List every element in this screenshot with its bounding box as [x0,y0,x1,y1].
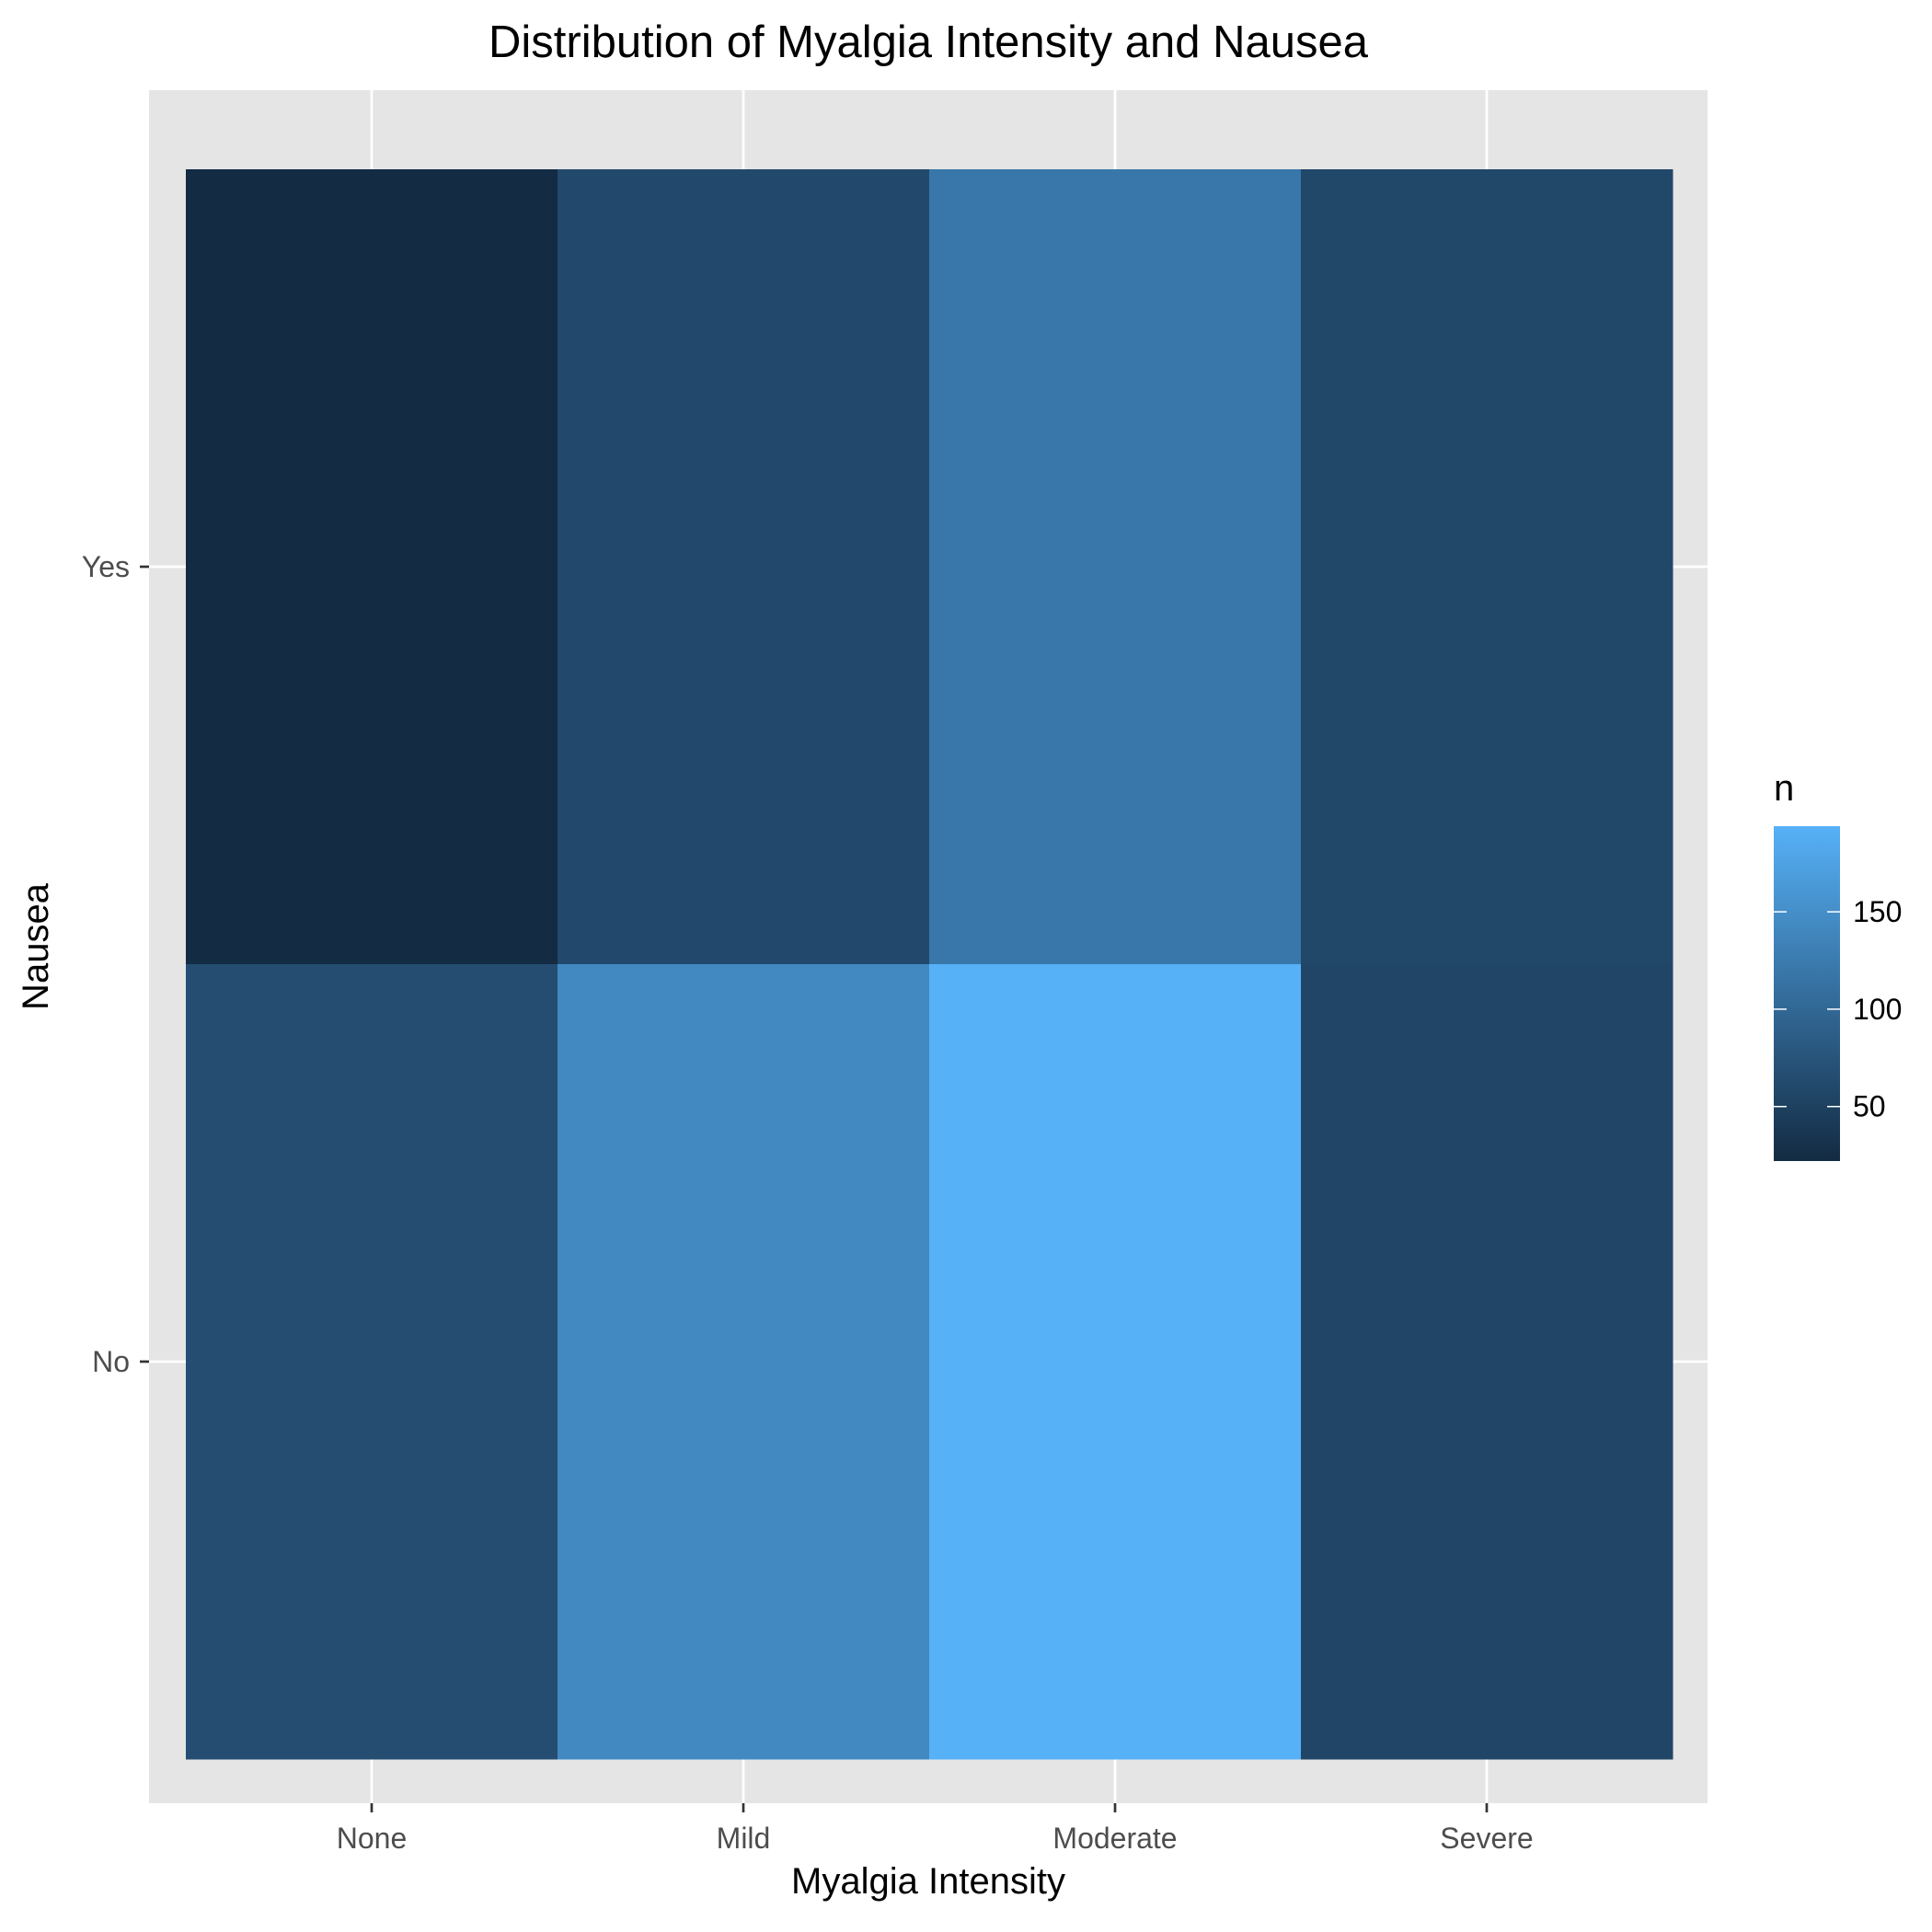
legend-tick-label: 100 [1853,993,1902,1026]
heatmap-cell [558,169,930,965]
y-tick-label: Yes [82,550,130,583]
heatmap-cell [929,964,1302,1760]
legend-colorbar [1774,826,1840,1161]
y-axis-ticks: No Yes [82,550,149,1378]
x-axis-ticks: None Mild Moderate Severe [337,1803,1534,1855]
y-tick-label: No [92,1345,130,1378]
color-legend: n 50 100 150 [1774,768,1902,1161]
x-tick-label: Mild [717,1822,771,1855]
heatmap-cells [186,169,1673,1760]
legend-tick-label: 50 [1853,1090,1886,1123]
legend-tick-label: 150 [1853,895,1902,928]
heatmap-cell [186,169,558,965]
heatmap-cell [1301,169,1673,965]
chart-title: Distribution of Myalgia Intensity and Na… [489,17,1369,67]
heatmap-cell [558,964,930,1760]
legend-title: n [1774,768,1794,809]
legend-ticks: 50 100 150 [1774,895,1902,1123]
y-axis-title: Nausea [16,882,56,1010]
heatmap-cell [1301,964,1673,1760]
heatmap-cell [186,964,558,1760]
x-axis-title: Myalgia Intensity [791,1861,1065,1902]
x-tick-label: None [337,1822,408,1855]
heatmap-cell [929,169,1302,965]
x-tick-label: Moderate [1052,1822,1177,1855]
x-tick-label: Severe [1440,1822,1533,1855]
